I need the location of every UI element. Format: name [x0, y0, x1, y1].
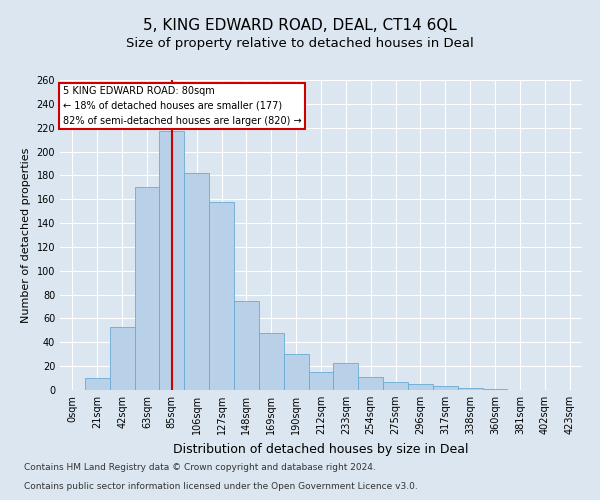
- Bar: [134, 188, 160, 390]
- Bar: [433, 386, 458, 390]
- Bar: [110, 327, 134, 390]
- Bar: [85, 378, 110, 390]
- Bar: [160, 132, 184, 390]
- Text: Contains HM Land Registry data © Crown copyright and database right 2024.: Contains HM Land Registry data © Crown c…: [24, 464, 376, 472]
- Bar: [458, 388, 482, 390]
- Text: 5 KING EDWARD ROAD: 80sqm
← 18% of detached houses are smaller (177)
82% of semi: 5 KING EDWARD ROAD: 80sqm ← 18% of detac…: [62, 86, 301, 126]
- Text: Size of property relative to detached houses in Deal: Size of property relative to detached ho…: [126, 38, 474, 51]
- Bar: [383, 382, 408, 390]
- Bar: [408, 384, 433, 390]
- Bar: [209, 202, 234, 390]
- Bar: [234, 300, 259, 390]
- Text: 5, KING EDWARD ROAD, DEAL, CT14 6QL: 5, KING EDWARD ROAD, DEAL, CT14 6QL: [143, 18, 457, 32]
- Bar: [184, 173, 209, 390]
- Bar: [284, 354, 308, 390]
- Bar: [334, 362, 358, 390]
- Bar: [358, 377, 383, 390]
- Bar: [482, 389, 508, 390]
- Bar: [308, 372, 334, 390]
- Bar: [259, 333, 284, 390]
- Text: Contains public sector information licensed under the Open Government Licence v3: Contains public sector information licen…: [24, 482, 418, 491]
- Y-axis label: Number of detached properties: Number of detached properties: [21, 148, 31, 322]
- X-axis label: Distribution of detached houses by size in Deal: Distribution of detached houses by size …: [173, 442, 469, 456]
